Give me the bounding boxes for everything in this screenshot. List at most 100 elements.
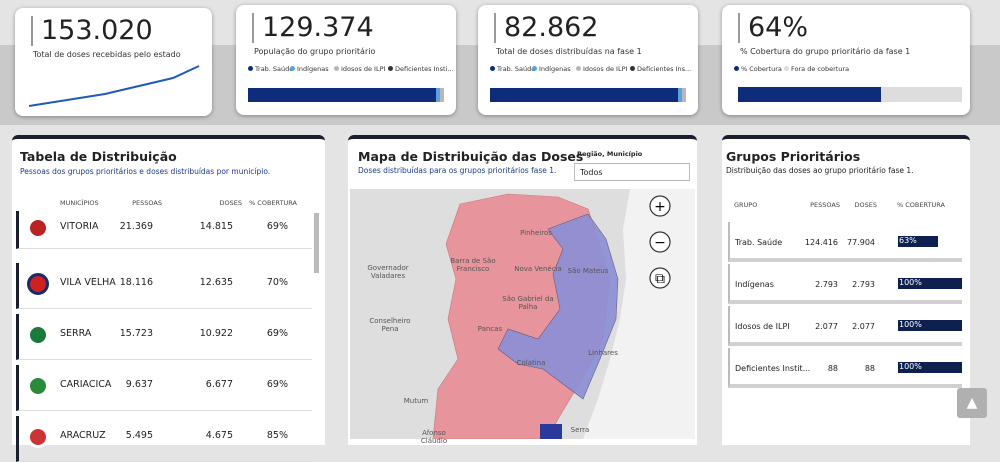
legend-dot bbox=[734, 66, 739, 71]
kpi-label: % Cobertura do grupo prioritário da fase… bbox=[740, 47, 911, 56]
sparkline-line bbox=[28, 65, 200, 107]
legend-item: Idosos de ILPI bbox=[576, 65, 627, 73]
sparkline bbox=[28, 65, 200, 107]
table-row[interactable]: ARACRUZ 5.495 4.675 85% bbox=[16, 416, 312, 462]
legend-item: Trab. Saúde bbox=[490, 65, 535, 73]
table-cell: SERRA bbox=[60, 328, 92, 339]
table-cell: 69% bbox=[266, 379, 288, 390]
map-label: São Gabriel da Palha bbox=[502, 295, 554, 311]
map-label: Mutum bbox=[403, 397, 429, 405]
bar-seg bbox=[678, 88, 682, 102]
zoom-icon: + bbox=[654, 199, 666, 215]
legend-dot bbox=[334, 66, 339, 71]
flag-icon bbox=[27, 217, 49, 239]
column-header: DOSES bbox=[219, 199, 242, 207]
zoom-button[interactable] bbox=[649, 267, 671, 289]
table-cell: CARIACICA bbox=[60, 379, 112, 390]
legend-item: Deficientes Ins... bbox=[630, 65, 691, 73]
table-row[interactable]: Idosos de ILPI 2.077 2.077 100% bbox=[728, 306, 962, 346]
table-cell: 4.675 bbox=[205, 430, 233, 441]
root: 153.020 Total de doses recebidas pelo est… bbox=[12, 5, 970, 462]
table-cell: 6.677 bbox=[205, 379, 233, 390]
kpi-value: 129.374 bbox=[252, 13, 374, 43]
panel-title: Grupos Prioritários bbox=[726, 149, 861, 164]
coverage-label: 100% bbox=[899, 320, 922, 329]
panel-subtitle: Pessoas dos grupos prioritários e doses … bbox=[20, 167, 271, 176]
table-row[interactable]: VITORIA 21.369 14.815 69% bbox=[16, 211, 312, 249]
filter-label: Região, Município bbox=[577, 150, 643, 158]
coverage-bar bbox=[898, 278, 962, 289]
kpi-value: 82.862 bbox=[494, 13, 598, 43]
table-cell: 9.637 bbox=[125, 379, 153, 390]
table-cell: 12.635 bbox=[199, 277, 233, 288]
legend-dot bbox=[784, 66, 789, 71]
map-label: Governador Valadares bbox=[367, 264, 409, 280]
legend-item: Indígenas bbox=[290, 65, 329, 73]
panel-title: Tabela de Distribuição bbox=[20, 149, 177, 164]
legend-text: Indígenas bbox=[297, 65, 329, 73]
kpi-card: 129.374 População do grupo prioritário Tra… bbox=[236, 5, 456, 115]
table-cell: 10.922 bbox=[199, 328, 233, 339]
kpi-label: Total de doses distribuídas na fase 1 bbox=[496, 47, 642, 56]
legend-dot bbox=[290, 66, 295, 71]
legend-item: Trab. Saúde bbox=[248, 65, 293, 73]
table-cell: 2.077 bbox=[815, 322, 838, 331]
flag-icon bbox=[27, 426, 49, 448]
table-cell: 69% bbox=[266, 221, 288, 232]
table-row[interactable]: Indígenas 2.793 2.793 100% bbox=[728, 264, 962, 304]
legend-text: Indígenas bbox=[539, 65, 571, 73]
filter-dropdown[interactable]: Todos bbox=[574, 163, 690, 181]
map-panel: Mapa de Distribuição das Doses Doses dist… bbox=[348, 135, 697, 445]
flag-icon bbox=[27, 273, 49, 295]
map-label: Conselheiro Pena bbox=[369, 317, 411, 333]
bar-seg bbox=[440, 88, 444, 102]
region-dark bbox=[540, 424, 562, 439]
map-label: Pinheiros bbox=[520, 229, 552, 237]
coverage-bar bbox=[898, 236, 939, 247]
table-cell: 88 bbox=[827, 364, 838, 373]
kpi-label: Total de doses recebidas pelo estado bbox=[33, 50, 181, 59]
column-header: PESSOAS bbox=[810, 201, 840, 209]
table-cell: 70% bbox=[266, 277, 288, 288]
stacked-bar bbox=[248, 88, 444, 102]
groups-panel: Grupos Prioritários Distribuição das dose… bbox=[722, 135, 970, 445]
column-header: % COBERTURA bbox=[897, 201, 945, 209]
legend-text: Idosos de ILPI bbox=[341, 65, 386, 73]
table-row[interactable]: Trab. Saúde 124.416 77.904 63% bbox=[728, 222, 962, 262]
legend-item: Idosos de ILPI bbox=[334, 65, 385, 73]
map-label: Colatina bbox=[516, 359, 546, 367]
table-row[interactable]: VILA VELHA 18.116 12.635 70% bbox=[16, 263, 312, 309]
table-cell: 124.416 bbox=[804, 238, 838, 247]
column-header: % COBERTURA bbox=[249, 199, 297, 207]
coverage-label: 100% bbox=[899, 278, 922, 287]
legend-dot bbox=[576, 66, 581, 71]
table-row[interactable]: Deficientes Instit... 88 88 100% bbox=[728, 348, 962, 388]
kpi-value: 153.020 bbox=[31, 16, 153, 46]
map[interactable]: + − ⧉ bbox=[348, 189, 697, 439]
scroll-top[interactable]: ▲ bbox=[957, 388, 987, 418]
kpi-card: 82.862 Total de doses distribuídas na fas… bbox=[478, 5, 698, 115]
table-cell: 5.495 bbox=[125, 430, 153, 441]
panel-title: Mapa de Distribuição das Doses bbox=[358, 149, 584, 164]
bar-seg bbox=[436, 88, 440, 102]
coverage-bar bbox=[738, 87, 962, 102]
legend-text: Trab. Saúde bbox=[497, 65, 536, 73]
table-row[interactable]: SERRA 15.723 10.922 69% bbox=[16, 314, 312, 360]
kpi-value: 64% bbox=[738, 13, 808, 43]
zoom-icon: − bbox=[654, 235, 666, 251]
coverage-fill bbox=[738, 87, 882, 102]
legend-text: Fora de cobertura bbox=[791, 65, 850, 73]
column-header: PESSOAS bbox=[132, 199, 162, 207]
zoom-button[interactable] bbox=[649, 231, 671, 253]
table-row[interactable]: CARIACICA 9.637 6.677 69% bbox=[16, 365, 312, 411]
table-cell: 85% bbox=[266, 430, 288, 441]
panel-subtitle: Doses distribuídas para os grupos priori… bbox=[358, 166, 557, 175]
legend-dot bbox=[532, 66, 537, 71]
map-label: São Mateus bbox=[567, 267, 609, 275]
table-cell: 77.904 bbox=[847, 238, 875, 247]
table-cell: 2.793 bbox=[815, 280, 838, 289]
zoom-button[interactable] bbox=[649, 195, 671, 217]
table-cell: 18.116 bbox=[119, 277, 153, 288]
table-cell: 14.815 bbox=[199, 221, 233, 232]
coverage-label: 63% bbox=[899, 236, 917, 245]
